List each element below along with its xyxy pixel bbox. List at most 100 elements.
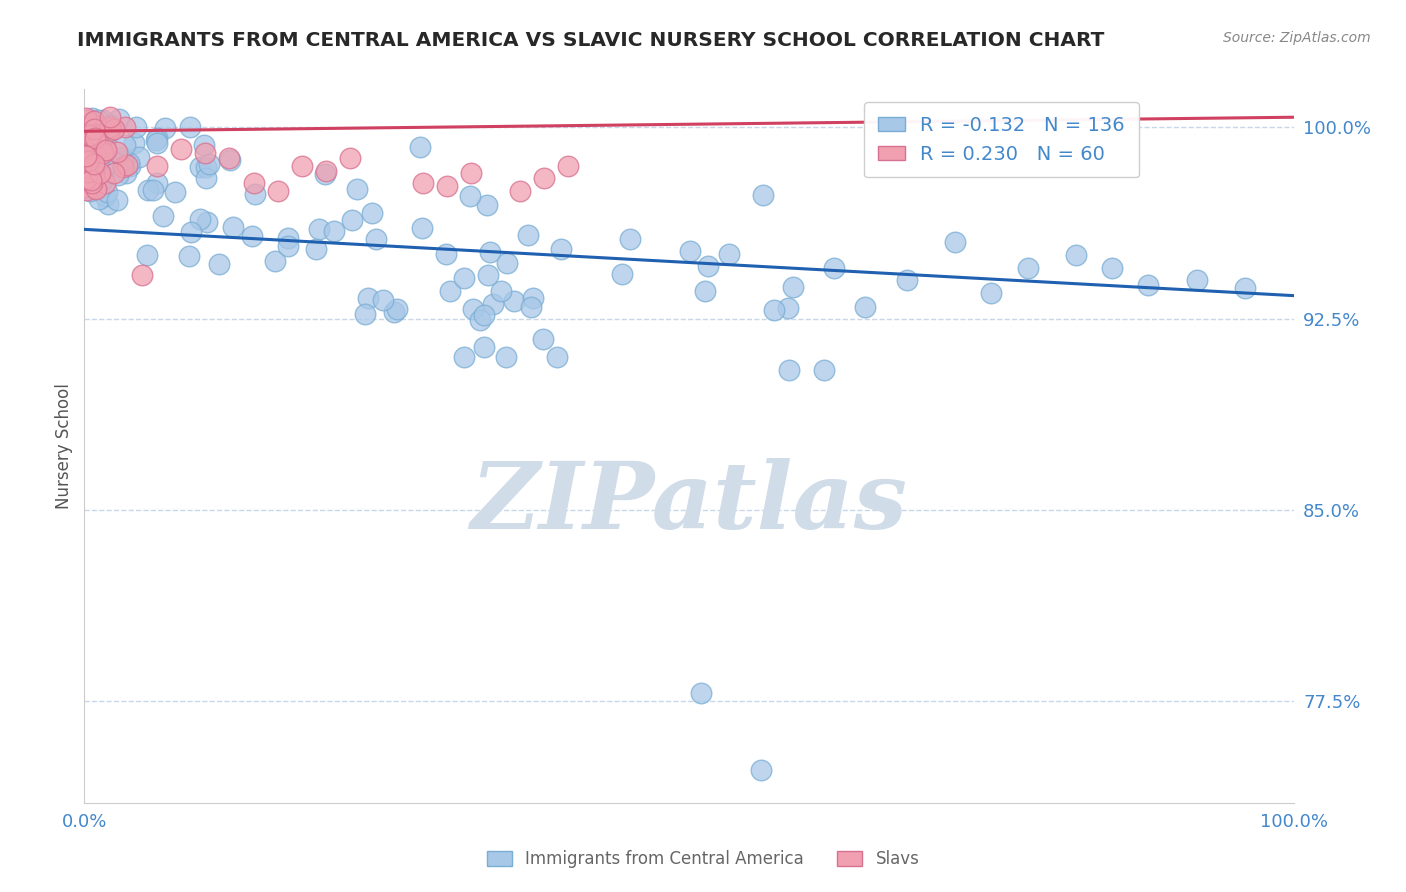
Point (87, 157, 110, 171)
Text: IMMIGRANTS FROM CENTRAL AMERICA VS SLAVIC NURSERY SCHOOL CORRELATION CHART: IMMIGRANTS FROM CENTRAL AMERICA VS SLAVI… (77, 31, 1105, 50)
Point (114, 120, 136, 134)
Point (342, 212, 364, 227)
Point (458, 189, 481, 203)
Point (83, 130, 105, 145)
Text: Source: ZipAtlas.com: Source: ZipAtlas.com (1223, 31, 1371, 45)
Point (89, 166, 111, 180)
Point (550, 242, 572, 256)
Point (245, 187, 267, 202)
Point (136, 248, 159, 262)
Point (87, 119, 110, 133)
Point (93, 128, 115, 142)
Point (208, 257, 231, 271)
Point (411, 220, 433, 235)
Point (107, 112, 129, 126)
Point (87, 128, 110, 142)
Point (813, 362, 835, 376)
Point (489, 284, 512, 298)
Point (79, 128, 101, 142)
Point (180, 225, 202, 239)
Point (170, 142, 193, 156)
Point (75, 123, 97, 137)
Point (690, 686, 713, 700)
Point (522, 291, 544, 305)
Point (105, 145, 128, 159)
Point (782, 279, 804, 293)
Point (163, 185, 186, 199)
Point (357, 292, 380, 306)
Point (1064, 248, 1087, 262)
Point (179, 120, 201, 135)
Point (75, 149, 97, 163)
Point (94, 135, 117, 149)
Point (436, 179, 458, 194)
Point (778, 362, 800, 376)
Y-axis label: Nursery School: Nursery School (55, 383, 73, 509)
Point (91, 172, 114, 186)
Point (277, 231, 299, 245)
Point (136, 183, 159, 197)
Point (364, 232, 387, 246)
Point (97, 155, 120, 169)
Point (557, 159, 579, 173)
Point (475, 198, 498, 212)
Point (142, 183, 165, 197)
Point (98, 111, 121, 125)
Point (517, 228, 540, 243)
Point (91, 112, 114, 127)
Point (346, 182, 368, 196)
Point (91, 126, 114, 140)
Point (125, 120, 148, 135)
Point (75, 133, 97, 147)
Point (188, 160, 211, 174)
Point (75, 172, 97, 186)
Point (94, 176, 117, 190)
Point (75, 154, 97, 169)
Point (219, 153, 242, 167)
Point (751, 763, 773, 777)
Point (75, 112, 97, 126)
Text: ZIPatlas: ZIPatlas (471, 458, 907, 548)
Point (77, 164, 100, 178)
Point (93, 144, 115, 158)
Point (75, 169, 97, 184)
Point (474, 308, 496, 322)
Point (353, 307, 375, 321)
Point (117, 158, 139, 172)
Point (696, 259, 718, 273)
Point (193, 137, 215, 152)
Point (86, 113, 108, 128)
Point (112, 150, 135, 164)
Point (277, 239, 299, 253)
Point (93, 170, 115, 185)
Point (115, 166, 138, 180)
Point (98, 118, 121, 132)
Point (84, 182, 107, 196)
Point (76, 184, 98, 198)
Point (80, 173, 103, 187)
Point (177, 249, 200, 263)
Point (305, 243, 328, 257)
Point (76, 153, 98, 168)
Point (94, 143, 117, 157)
Point (546, 350, 568, 364)
Point (114, 138, 136, 153)
Point (242, 177, 264, 191)
Point (75, 172, 97, 186)
Point (531, 332, 554, 346)
Point (482, 297, 505, 311)
Point (80, 111, 103, 125)
Point (477, 268, 499, 282)
Point (752, 187, 775, 202)
Point (434, 247, 457, 261)
Point (361, 206, 384, 220)
Point (75, 171, 97, 186)
Point (82, 169, 104, 184)
Point (495, 350, 517, 364)
Point (77, 153, 100, 168)
Point (75, 180, 97, 194)
Point (218, 151, 240, 165)
Point (83, 114, 105, 128)
Point (763, 303, 786, 318)
Point (382, 305, 405, 319)
